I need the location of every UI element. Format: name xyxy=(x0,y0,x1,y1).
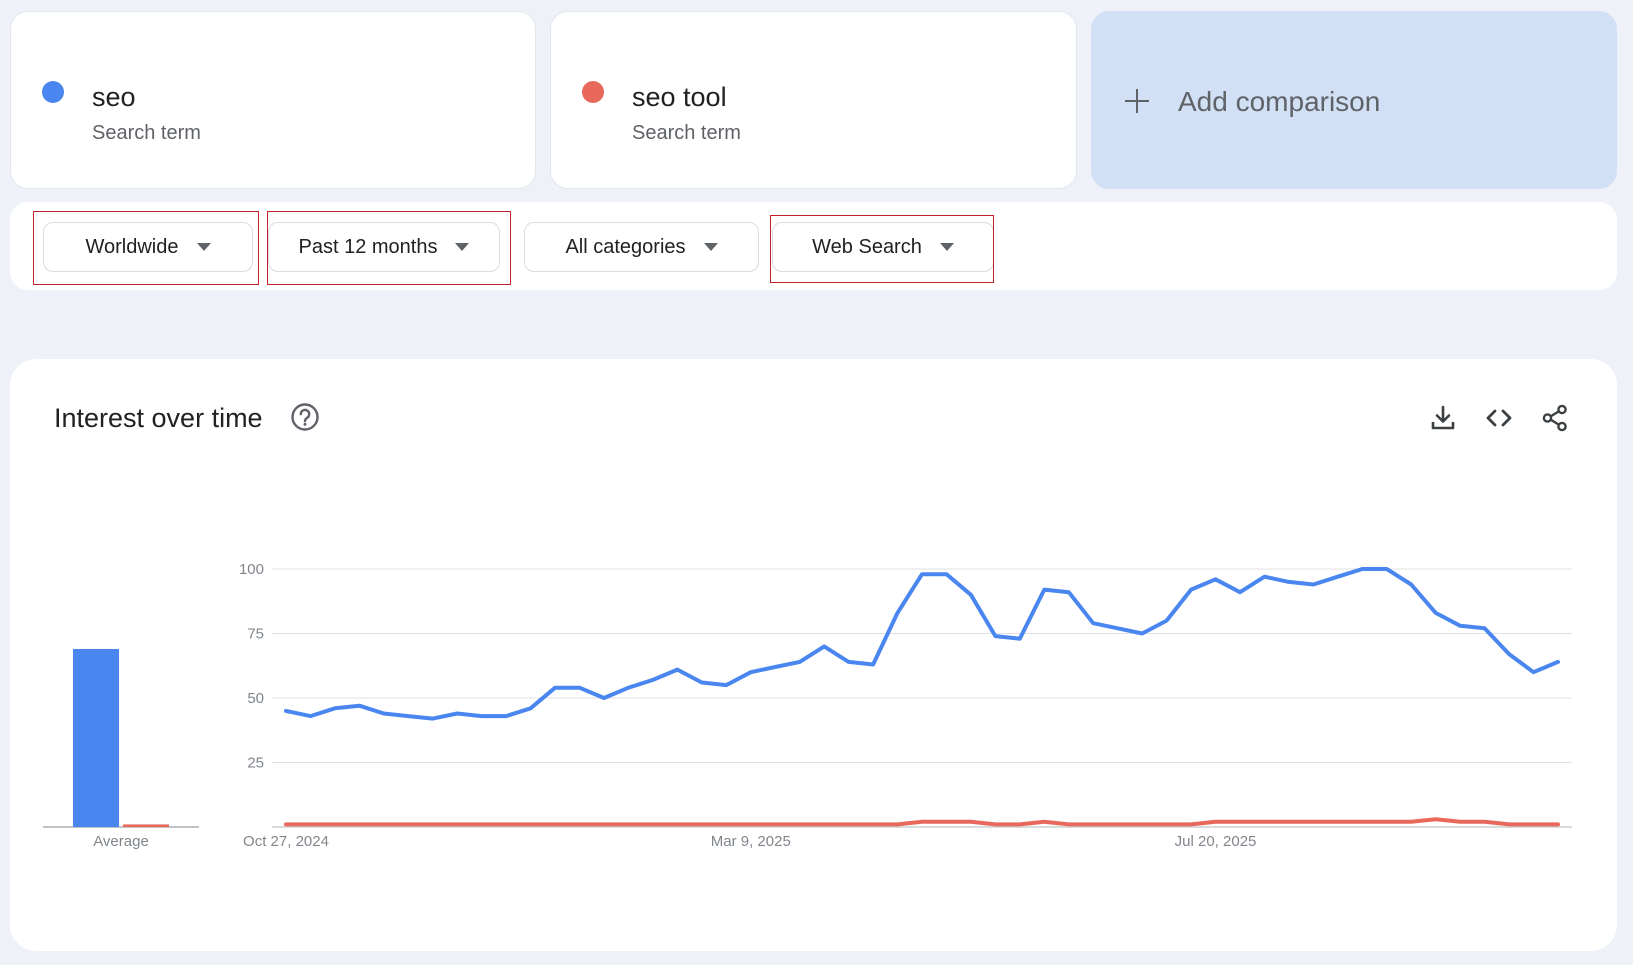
location-filter-label: Worldwide xyxy=(85,235,179,258)
dropdown-arrow-icon xyxy=(939,243,954,251)
download-icon[interactable] xyxy=(1428,403,1458,433)
x-tick-label: Oct 27, 2024 xyxy=(243,833,329,850)
series-line-seo-tool xyxy=(284,817,1560,827)
category-filter-button[interactable]: All categories xyxy=(524,222,759,272)
y-tick-label: 100 xyxy=(239,561,264,578)
series-line-seo xyxy=(284,567,1560,721)
y-tick-label: 50 xyxy=(247,690,264,707)
dropdown-arrow-icon xyxy=(196,243,211,251)
dropdown-arrow-icon xyxy=(455,243,470,251)
search-type-filter-button[interactable]: Web Search xyxy=(772,222,994,272)
time-range-filter-label: Past 12 months xyxy=(298,235,438,258)
average-label: Average xyxy=(93,833,149,850)
chart-title: Interest over time xyxy=(54,403,263,433)
term-name: seo tool xyxy=(632,82,727,112)
term-type-label: Search term xyxy=(92,122,201,144)
share-icon[interactable] xyxy=(1540,403,1570,433)
interest-chart[interactable]: 100 75 50 25 Oct 27, 2024 Mar 9, 2025 Jul 20, … xyxy=(10,359,1617,951)
x-tick-label: Mar 9, 2025 xyxy=(711,833,791,850)
x-tick-label: Jul 20, 2025 xyxy=(1175,833,1257,850)
term-card-seo[interactable]: seo Search term xyxy=(10,11,536,189)
interest-over-time-card: Interest over time 100 75 50 25 Oct 27, 2024… xyxy=(10,359,1617,951)
term-type-label: Search term xyxy=(632,122,741,144)
term-color-dot xyxy=(42,81,64,103)
term-color-dot xyxy=(582,81,604,103)
search-type-filter-label: Web Search xyxy=(812,235,922,258)
filter-bar: Worldwide Past 12 months All categories … xyxy=(10,202,1617,290)
category-filter-label: All categories xyxy=(565,235,686,258)
add-comparison-label: Add comparison xyxy=(1178,86,1381,117)
y-tick-label: 25 xyxy=(247,755,264,772)
embed-code-icon[interactable] xyxy=(1484,403,1514,433)
average-bar-seo xyxy=(73,648,119,827)
average-bar-seo-tool xyxy=(123,824,169,827)
location-filter-button[interactable]: Worldwide xyxy=(43,222,253,272)
time-range-filter-button[interactable]: Past 12 months xyxy=(268,222,500,272)
help-icon[interactable] xyxy=(290,402,320,432)
term-card-seo-tool[interactable]: seo tool Search term xyxy=(550,11,1077,189)
term-name: seo xyxy=(92,82,136,112)
dropdown-arrow-icon xyxy=(703,243,718,251)
add-comparison-button[interactable]: Add comparison xyxy=(1091,11,1617,189)
plus-icon xyxy=(1125,89,1149,113)
y-tick-label: 75 xyxy=(247,626,264,643)
